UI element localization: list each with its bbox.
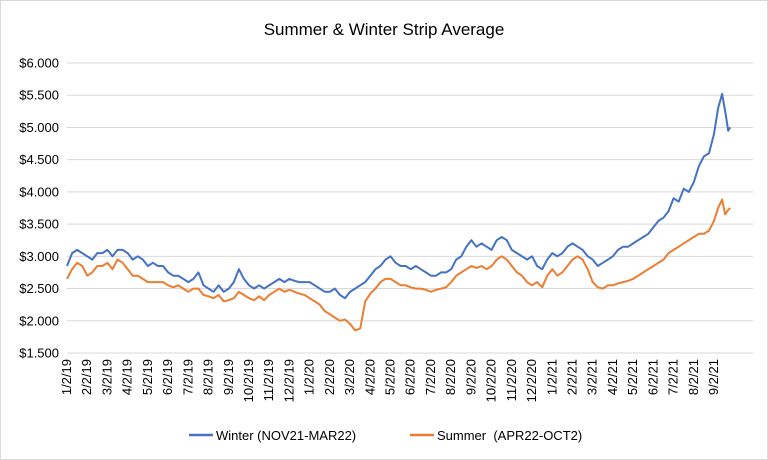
x-tick-label: 1/2/19 [59,359,74,395]
x-tick-label: 6/2/19 [160,359,175,395]
y-axis-ticks: $1.500 $2.000 $2.500 $3.000 $3.500 $4.000 $4.5… [19,56,59,361]
x-tick-label: 8/2/19 [201,359,216,395]
legend-label-summer: Summer (APR22-OCT2) [437,428,582,443]
series-layer [66,92,732,332]
x-tick-label: 3/2/20 [342,359,357,395]
x-axis-ticks: 1/2/19 2/2/19 3/2/19 4/2/19 5/2/19 6/2/19 7/2/… [59,359,721,402]
y-tick-label: $4.500 [19,152,59,167]
x-tick-label: 10/2/20 [484,359,499,402]
y-tick-label: $1.500 [19,346,59,361]
x-tick-label: 5/2/19 [140,359,155,395]
y-tick-label: $5.500 [19,88,59,103]
x-tick-label: 6/2/20 [403,359,418,395]
x-tick-label: 5/2/21 [625,359,640,395]
y-tick-label: $2.000 [19,313,59,328]
x-tick-label: 12/2/20 [524,359,539,402]
x-tick-label: 4/2/21 [605,359,620,395]
x-tick-label: 1/2/20 [302,359,317,395]
legend-label-winter: Winter (NOV21-MAR22) [216,428,356,443]
x-tick-label: 1/2/21 [544,359,559,395]
x-tick-label: 10/2/19 [241,359,256,402]
legend: Winter (NOV21-MAR22) Summer (APR22-OCT2) [189,428,582,443]
x-tick-label: 4/2/20 [362,359,377,395]
x-tick-label: 3/2/19 [99,359,114,395]
y-tick-label: $2.500 [19,281,59,296]
grid-layer [67,62,753,354]
x-tick-label: 3/2/21 [585,359,600,395]
x-tick-label: 7/2/21 [666,359,681,395]
x-tick-label: 11/2/19 [261,359,276,401]
y-tick-label: $5.000 [19,120,59,135]
y-tick-label: $6.000 [19,56,59,71]
x-tick-label: 9/2/21 [706,359,721,395]
x-tick-label: 2/2/20 [322,359,337,395]
x-tick-label: 4/2/19 [120,359,135,395]
series-line-summer [66,198,731,332]
x-tick-label: 8/2/20 [443,359,458,395]
x-tick-label: 9/2/20 [463,359,478,395]
x-tick-label: 5/2/20 [383,359,398,395]
y-tick-label: $3.500 [19,217,59,232]
x-tick-label: 6/2/21 [645,359,660,395]
x-tick-label: 12/2/19 [281,359,296,402]
x-tick-label: 2/2/21 [565,359,580,395]
chart-title: Summer & Winter Strip Average [264,20,505,39]
x-tick-label: 11/2/20 [504,359,519,401]
y-tick-label: $4.000 [19,184,59,199]
series-line-winter [66,92,732,300]
x-tick-label: 7/2/20 [423,359,438,395]
x-tick-label: 8/2/21 [686,359,701,395]
x-tick-label: 2/2/19 [79,359,94,395]
y-tick-label: $3.000 [19,249,59,264]
x-tick-label: 9/2/19 [221,359,236,395]
x-tick-label: 7/2/19 [180,359,195,395]
